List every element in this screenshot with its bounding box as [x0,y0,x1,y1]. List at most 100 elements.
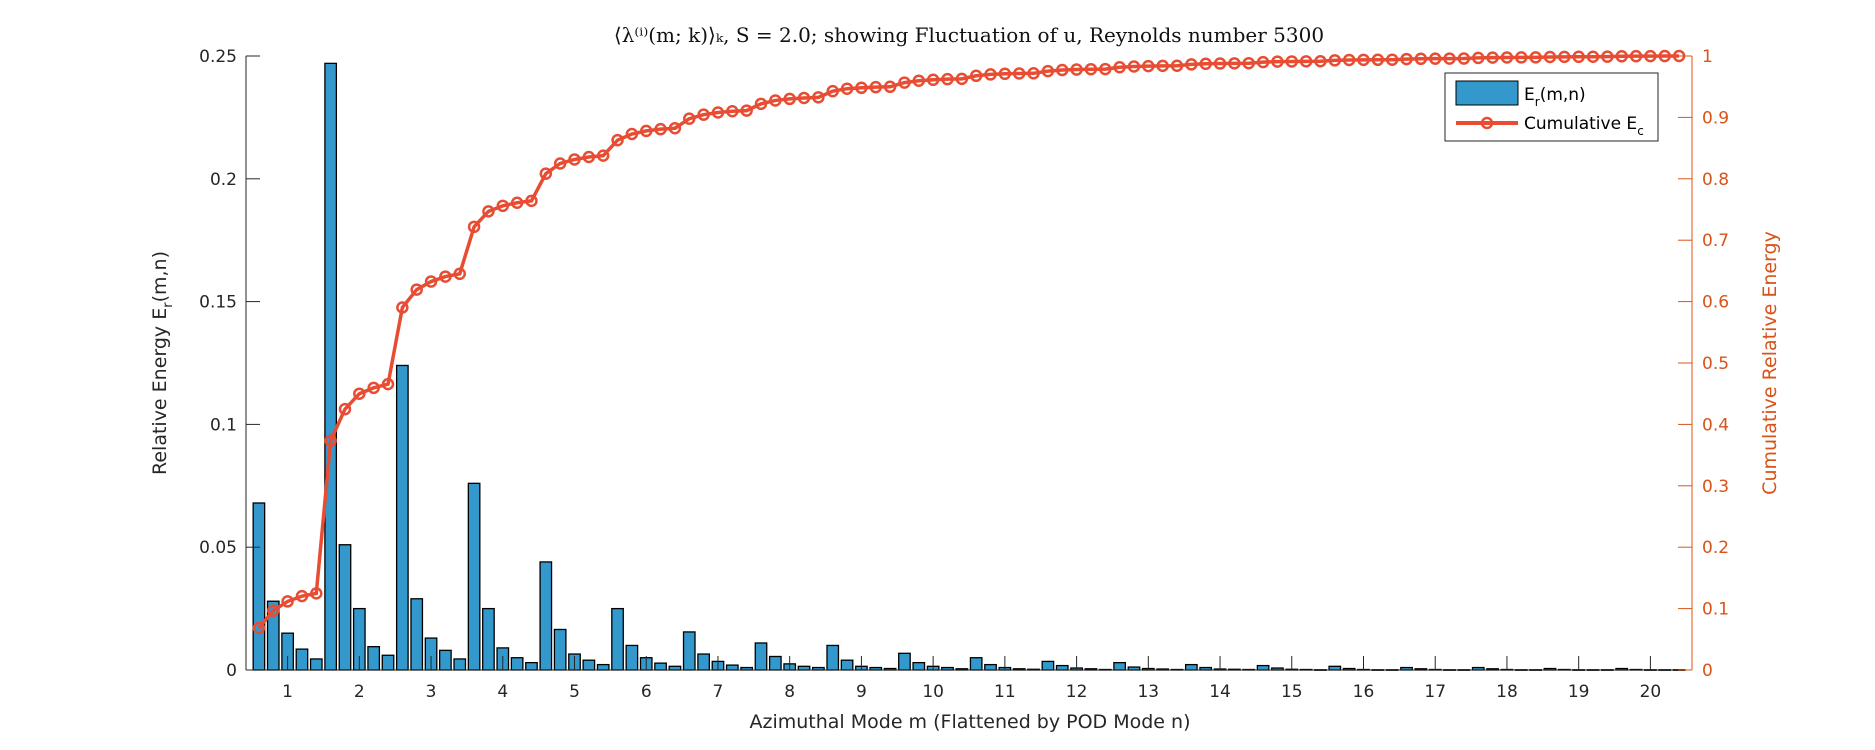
x-tick-label: 2 [354,682,365,702]
cumulative-marker [969,69,983,83]
legend-label-bars: Er(m,n) [1524,85,1586,109]
x-tick-label: 19 [1568,682,1590,702]
cumulative-marker [754,97,768,111]
cumulative-marker [1012,67,1026,80]
bar [467,482,481,671]
cumulative-marker [1328,54,1342,67]
cumulative-marker [1242,56,1255,70]
cumulative-marker [553,157,567,170]
cumulative-marker [697,108,710,121]
x-tick-label: 13 [1137,682,1159,702]
cumulative-marker [539,167,553,180]
cumulative-marker [1443,52,1456,65]
cumulative-marker [1486,51,1499,64]
bar [654,662,667,671]
cumulative-marker [582,150,596,164]
y-tick-label: 0.05 [199,538,237,558]
cumulative-marker [1070,63,1083,76]
cumulative-marker [267,604,280,617]
x-tick-label: 18 [1496,682,1518,702]
cumulative-marker [1142,59,1155,73]
x-tick-label: 12 [1066,682,1088,702]
bar [969,657,983,671]
bar [797,665,811,671]
bar [682,631,696,671]
right-y-tick-label: 0.6 [1702,293,1729,313]
cumulative-marker [338,402,352,416]
bar [984,663,997,671]
cumulative-line [257,54,1680,630]
bar [697,653,711,671]
cumulative-marker [381,377,395,391]
cumulative-marker [869,80,883,94]
cumulative-marker [883,80,897,94]
bar [482,607,495,671]
cumulative-marker [1586,50,1600,63]
bar [840,659,854,671]
right-y-tick-label: 0.2 [1702,538,1729,558]
bar [596,663,610,671]
cumulative-marker [1472,51,1485,65]
legend-marker [1480,116,1494,130]
right-y-tick-label: 0.5 [1702,354,1729,374]
cumulative-marker [1558,50,1571,64]
cumulative-marker [510,196,524,209]
cumulative-marker [1400,52,1413,66]
cumulative-marker [1256,55,1270,69]
cumulative-marker [1601,50,1614,63]
bar [324,62,338,671]
bar [1184,663,1198,671]
cumulative-marker [1385,53,1399,66]
x-tick-label: 14 [1209,682,1231,702]
cumulative-marker [1314,55,1327,68]
bar [510,657,524,671]
right-y-tick-label: 0 [1702,661,1713,681]
cumulative-marker [1027,67,1040,80]
cumulative-marker [439,270,452,283]
cumulative-marker [467,220,481,234]
cumulative-marker [625,127,639,141]
bar [295,648,309,671]
cumulative-marker [912,74,926,87]
cumulative-marker [1342,53,1356,67]
cumulative-marker [668,122,682,135]
cumulative-marker [525,194,538,208]
cumulative-marker [496,199,510,213]
cumulative-marker [410,283,423,296]
cumulative-marker [769,94,782,107]
x-tick-label: 1 [282,682,293,702]
bar [539,561,553,671]
y-tick-label: 0.15 [199,293,237,313]
cumulative-marker [596,149,610,162]
cumulative-marker [783,92,796,106]
cumulative-marker [1055,63,1069,77]
bar [582,659,596,671]
axes: 0 0.05 0.1 0.15 0.2 0.25 0 0.1 0.2 0.3 0.4 0.5 0.6 0.… [199,47,1729,702]
bar [439,649,452,671]
x-tick-label: 8 [784,682,795,702]
cumulative-marker [1299,55,1313,68]
cumulative-marker [1185,58,1198,71]
bar [725,664,739,671]
bar [553,628,567,671]
cumulative-marker [1515,51,1528,64]
bar [453,658,467,671]
bar [625,644,639,671]
cumulative-marker [1500,51,1514,64]
cumulative-marker [840,82,854,95]
cumulative-marker [1572,50,1585,64]
cumulative-marker [926,73,940,87]
bar [1328,665,1342,671]
legend-bar-swatch [1455,80,1519,106]
chart-title: ⟨λ⁽ⁱ⁾(m; k)⟩ₖ, S = 2.0; showing Fluctuat… [614,23,1324,47]
x-tick-label: 7 [713,682,724,702]
bar [525,661,538,671]
cumulative-marker [1357,53,1370,67]
cumulative-series [252,49,1686,635]
cumulative-marker [998,67,1012,81]
bar [367,646,381,671]
cumulative-marker [1228,57,1241,70]
cumulative-marker [984,68,997,81]
bar [309,658,323,671]
bar [1113,661,1127,671]
